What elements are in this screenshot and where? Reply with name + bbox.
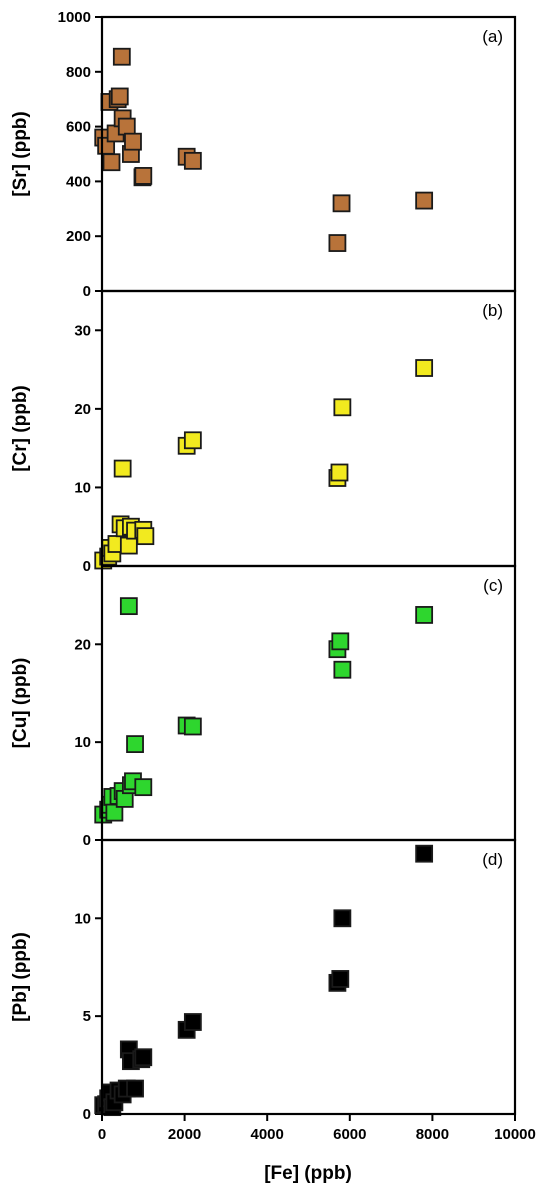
y-tick-label: 1000 xyxy=(58,9,91,26)
data-point xyxy=(119,536,138,555)
data-point xyxy=(134,778,153,797)
y-tick-label: 10 xyxy=(74,910,91,927)
panel-frame xyxy=(100,564,517,842)
y-tick-label: 600 xyxy=(66,119,91,136)
data-point xyxy=(330,463,349,482)
x-tick-label: 4000 xyxy=(251,1126,284,1143)
data-point xyxy=(113,459,132,478)
data-point xyxy=(136,527,155,546)
panel-3: 0 10 20 [Cu] (ppb) (c) xyxy=(10,564,517,849)
data-point xyxy=(119,597,138,616)
data-point xyxy=(117,117,136,136)
y-tick-label: 800 xyxy=(66,64,91,81)
panel-frame xyxy=(100,838,517,1116)
data-point xyxy=(328,234,347,252)
panel-label: (b) xyxy=(482,301,503,320)
data-point xyxy=(415,844,434,863)
y-axis-title: [Sr] (ppb) xyxy=(10,111,31,196)
data-point xyxy=(332,194,351,213)
data-point xyxy=(333,909,352,928)
y-tick-label: 0 xyxy=(83,283,91,300)
panel-frame xyxy=(100,15,517,293)
x-tick-label: 10000 xyxy=(494,1126,536,1143)
y-tick-label: 200 xyxy=(66,228,91,245)
data-point xyxy=(124,132,142,151)
y-tick-label: 0 xyxy=(83,1106,91,1123)
panel-label: (d) xyxy=(482,850,503,869)
data-point xyxy=(333,398,352,417)
data-point xyxy=(183,717,202,736)
y-tick-label: 5 xyxy=(83,1008,91,1025)
y-tick-label: 10 xyxy=(74,734,91,751)
y-axis-title: [Cu] (ppb) xyxy=(10,658,31,749)
panel-label: (c) xyxy=(483,576,503,595)
y-tick-label: 30 xyxy=(74,322,91,339)
data-point xyxy=(102,153,121,172)
data-point xyxy=(183,431,202,450)
data-point xyxy=(183,1013,202,1031)
y-tick-label: 400 xyxy=(66,173,91,190)
data-point xyxy=(183,151,202,170)
data-point xyxy=(110,87,129,106)
y-tick-label: 0 xyxy=(83,832,91,849)
data-point xyxy=(126,1079,144,1098)
x-tick-label: 0 xyxy=(98,1126,106,1143)
panel-label: (a) xyxy=(482,27,503,46)
data-point xyxy=(134,1048,153,1067)
y-tick-label: 20 xyxy=(74,401,91,418)
panel-frame xyxy=(100,289,517,568)
data-point xyxy=(331,632,350,651)
x-axis-title: [Fe] (ppb) xyxy=(264,1163,352,1184)
data-point xyxy=(415,606,434,624)
panel-4: 0 5 10 [Pb] (ppb) (d) xyxy=(10,838,517,1123)
y-tick-label: 0 xyxy=(83,558,91,575)
x-tick-label: 2000 xyxy=(168,1126,201,1143)
shared-x-axis: 0 2000 4000 6000 8000 10000 xyxy=(98,1114,536,1143)
data-point xyxy=(112,47,131,66)
x-tick-label: 8000 xyxy=(416,1126,449,1143)
panel-1: 0 200 400 600 800 1000 [Sr] (ppb) (a) xyxy=(10,9,517,300)
panel-2: 0 10 20 30 [Cr] (ppb) (b) xyxy=(10,289,517,575)
y-tick-label: 10 xyxy=(74,479,91,496)
data-point xyxy=(134,167,153,185)
x-tick-label: 6000 xyxy=(333,1126,366,1143)
data-point xyxy=(333,660,352,679)
y-axis-title: [Pb] (ppb) xyxy=(10,932,31,1022)
y-axis-title: [Cr] (ppb) xyxy=(10,385,31,472)
data-point xyxy=(331,970,350,988)
data-point xyxy=(126,735,144,753)
data-point xyxy=(415,359,434,377)
y-tick-label: 20 xyxy=(74,636,91,653)
data-point xyxy=(415,191,434,210)
